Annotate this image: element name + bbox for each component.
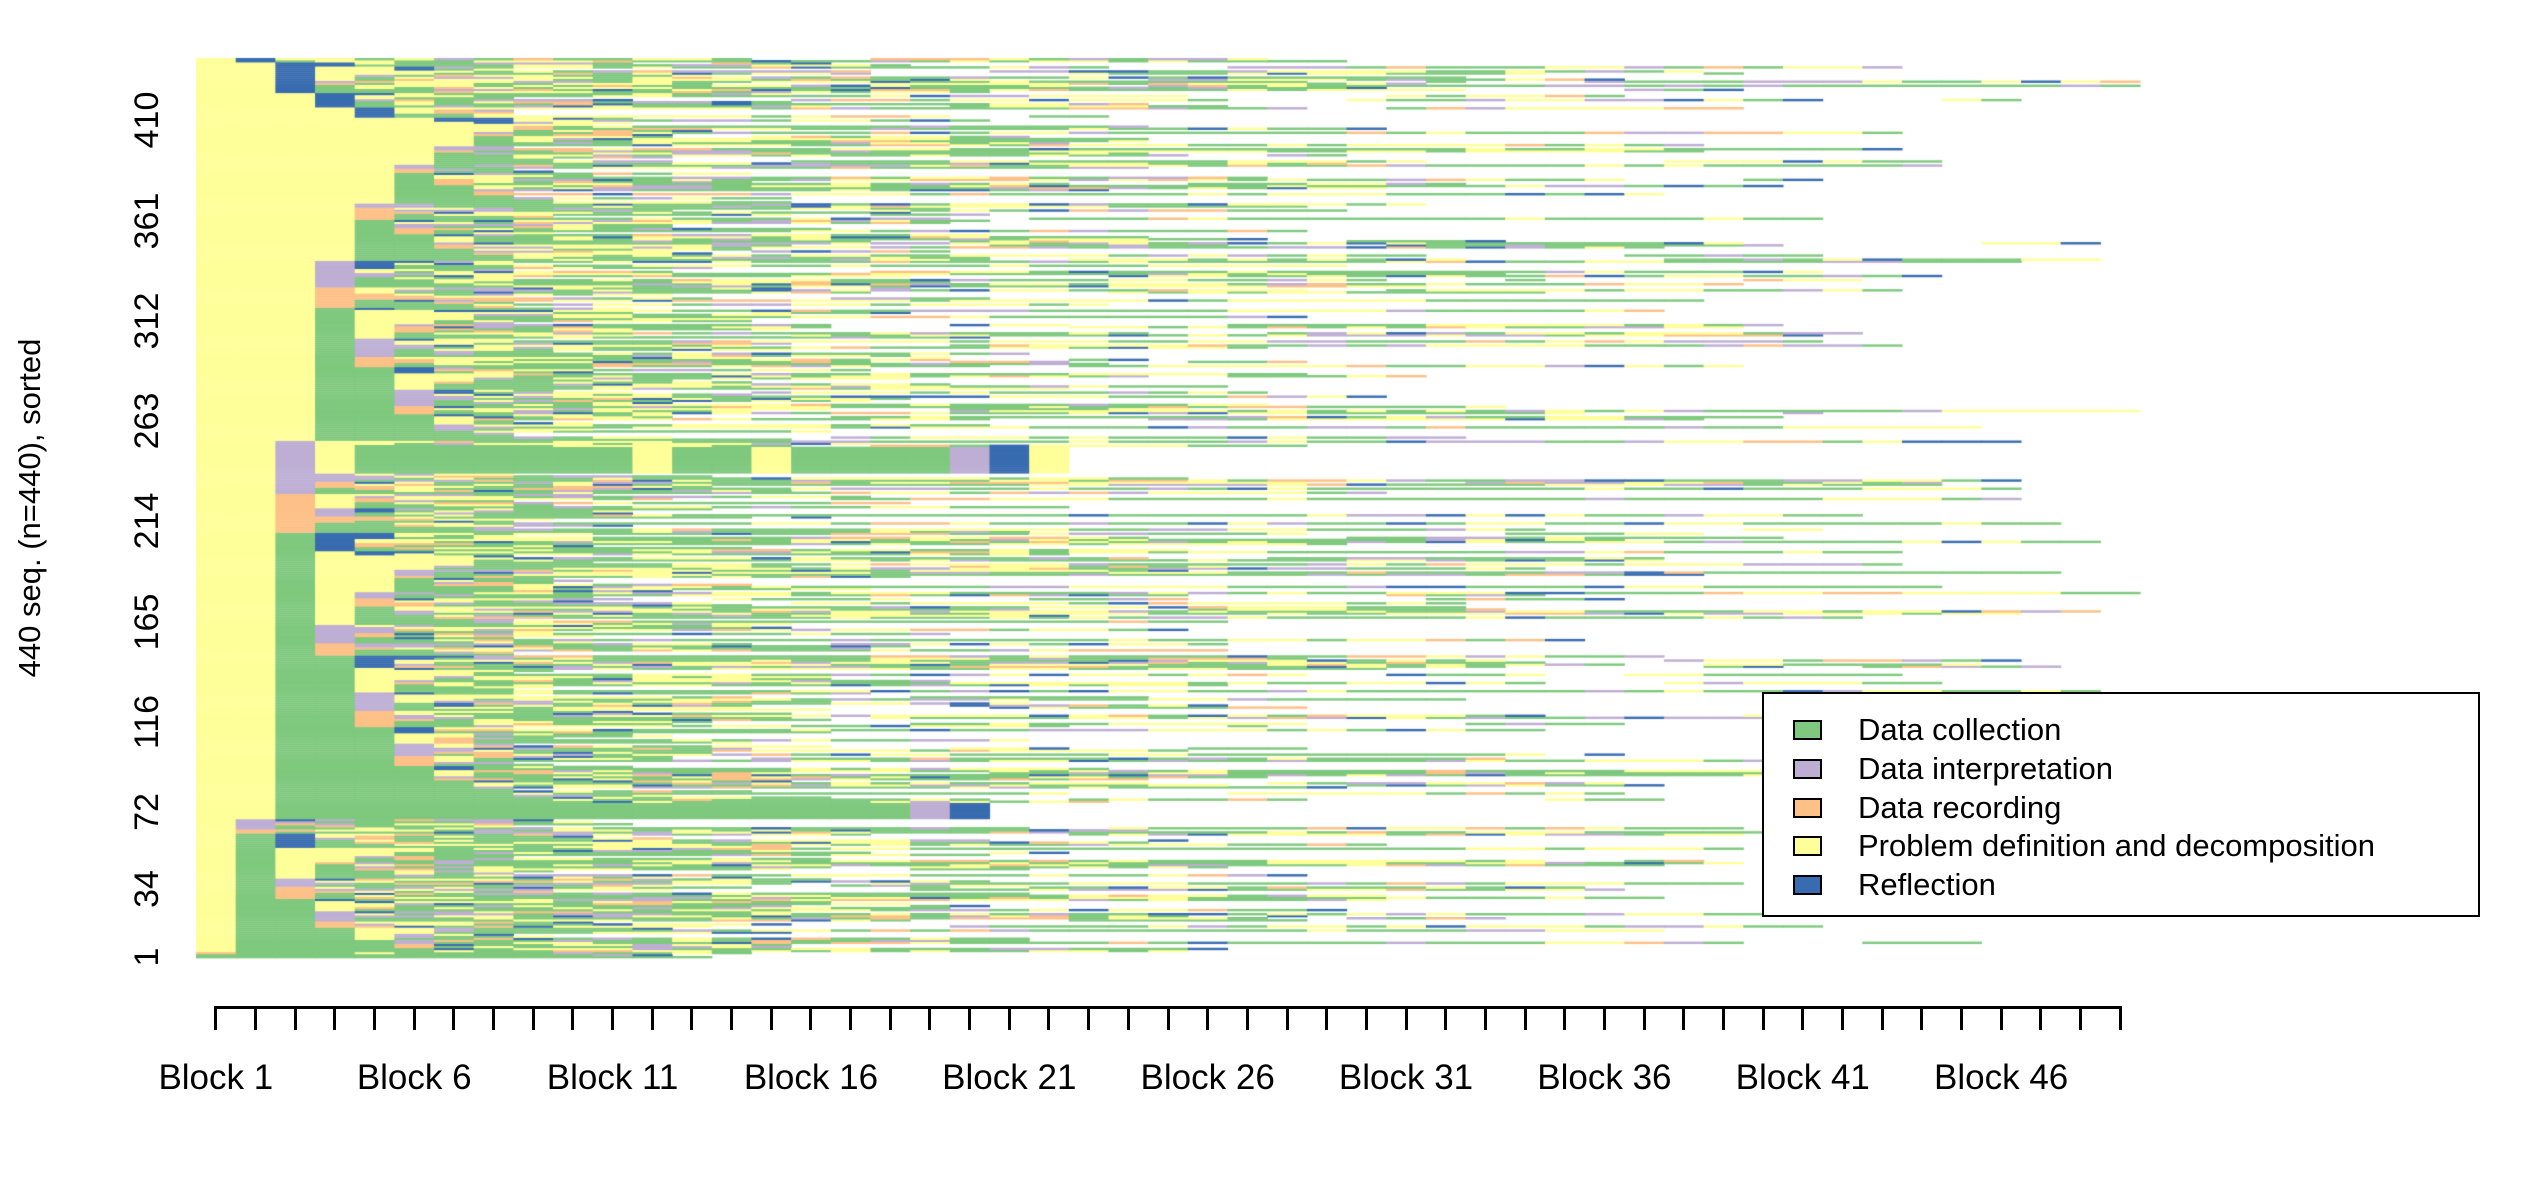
x-axis-tick	[849, 1006, 853, 1030]
x-axis-tick	[1087, 1006, 1091, 1030]
legend-label: Data interpretation	[1858, 751, 2114, 787]
x-axis-tick	[1602, 1006, 1606, 1030]
x-axis-tick	[1404, 1006, 1408, 1030]
x-axis-tick	[1999, 1006, 2003, 1030]
legend-label: Reflection	[1858, 867, 1996, 903]
x-axis-tick	[1801, 1006, 1805, 1030]
y-axis-title: 440 seq. (n=440), sorted	[12, 338, 47, 678]
x-axis-tick	[1642, 1006, 1646, 1030]
x-axis-tick	[412, 1006, 416, 1030]
x-axis-tick	[1840, 1006, 1844, 1030]
x-axis-tick	[1245, 1006, 1249, 1030]
x-axis-label: Block 21	[942, 1058, 1077, 1097]
x-axis-tick	[2118, 1006, 2122, 1030]
x-axis-label: Block 11	[546, 1058, 679, 1097]
x-axis-tick	[1483, 1006, 1487, 1030]
x-axis-tick	[1682, 1006, 1686, 1030]
x-axis-tick	[1563, 1006, 1567, 1030]
legend-swatch-problem-definition-and-decomposition	[1793, 836, 1822, 857]
legend-label: Data recording	[1858, 789, 2062, 825]
legend-swatch-data-interpretation	[1793, 759, 1822, 780]
x-axis-tick	[293, 1006, 297, 1030]
legend-item-data-interpretation: Data interpretation	[1764, 750, 2478, 789]
x-axis-label: Block 6	[356, 1058, 472, 1097]
x-axis-tick	[1047, 1006, 1051, 1030]
x-axis-label: Block 26	[1140, 1058, 1275, 1097]
x-axis-tick	[1761, 1006, 1765, 1030]
legend-label: Problem definition and decomposition	[1858, 828, 2375, 864]
x-axis-tick	[1126, 1006, 1130, 1030]
x-axis-label: Block 46	[1934, 1058, 2069, 1097]
x-axis-tick	[809, 1006, 813, 1030]
x-axis-tick	[1166, 1006, 1170, 1030]
x-axis-tick	[254, 1006, 257, 1030]
x-axis-tick	[928, 1006, 932, 1030]
legend-item-data-recording: Data recording	[1764, 788, 2478, 827]
x-axis-tick	[968, 1006, 972, 1030]
x-axis-tick	[2039, 1006, 2043, 1030]
x-axis-tick	[1007, 1006, 1011, 1030]
x-axis-tick	[650, 1006, 654, 1030]
x-axis-tick	[1880, 1006, 1884, 1030]
x-axis-label: Block 36	[1537, 1058, 1672, 1097]
x-axis-tick	[373, 1006, 377, 1030]
x-axis-tick	[690, 1006, 694, 1030]
x-axis-tick	[888, 1006, 892, 1030]
x-axis-tick	[1364, 1006, 1368, 1030]
legend-label: Data collection	[1858, 712, 2062, 748]
x-axis-tick	[1285, 1006, 1289, 1030]
x-axis-tick	[1523, 1006, 1527, 1030]
x-axis-tick	[1721, 1006, 1725, 1030]
legend-item-reflection: Reflection	[1764, 866, 2478, 905]
legend: Data collection Data interpretation Data r…	[1762, 692, 2480, 917]
x-axis-tick	[1959, 1006, 1963, 1030]
x-axis-tick	[333, 1006, 337, 1030]
x-axis-tick	[1920, 1006, 1924, 1030]
legend-swatch-data-recording	[1793, 797, 1822, 818]
x-axis-tick	[571, 1006, 575, 1030]
x-axis-tick	[214, 1006, 218, 1030]
x-axis-tick	[730, 1006, 734, 1030]
x-axis-tick	[1325, 1006, 1329, 1030]
x-axis-tick	[611, 1006, 615, 1030]
y-axis-tick-label: 410	[127, 92, 166, 149]
x-axis-tick	[452, 1006, 456, 1030]
x-axis-tick	[1444, 1006, 1448, 1030]
x-axis-tick	[769, 1006, 773, 1030]
x-axis-tick	[2078, 1006, 2082, 1030]
x-axis-label: Block 41	[1735, 1058, 1870, 1097]
legend-item-data-collection: Data collection	[1764, 711, 2478, 750]
legend-swatch-data-collection	[1793, 720, 1822, 741]
x-axis-label: Block 1	[158, 1058, 274, 1097]
x-axis-tick	[1206, 1006, 1210, 1030]
x-axis-tick	[492, 1006, 496, 1030]
x-axis-tick	[531, 1006, 535, 1030]
legend-swatch-reflection	[1793, 875, 1822, 896]
x-axis-label: Block 31	[1338, 1058, 1474, 1097]
x-axis-label: Block 16	[743, 1058, 879, 1097]
legend-item-problem-definition-and-decomposition: Problem definition and decomposition	[1764, 827, 2478, 866]
